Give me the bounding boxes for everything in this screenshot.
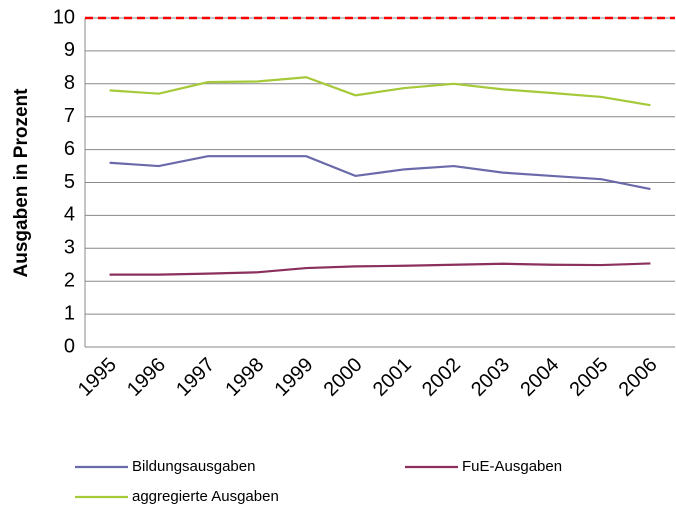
legend-label: Bildungsausgaben [132, 458, 255, 475]
x-tick-label: 1995 [74, 354, 121, 401]
y-tick-label: 1 [64, 302, 75, 324]
series-line [109, 155, 651, 191]
legend-label: aggregierte Ausgaben [132, 488, 279, 505]
x-tick-label: 2005 [565, 354, 612, 401]
x-tick-label: 2001 [369, 354, 416, 401]
x-tick-label: 1998 [221, 354, 268, 401]
y-tick-label: 10 [53, 6, 75, 28]
y-tick-label: 7 [64, 105, 75, 127]
x-tick-label: 1997 [172, 354, 219, 401]
series-line [109, 76, 651, 107]
y-tick-label: 5 [64, 171, 75, 193]
x-tick-label: 1999 [270, 354, 317, 401]
x-tick-label: 2003 [467, 354, 514, 401]
y-tick-label: 0 [64, 335, 75, 357]
y-tick-label: 4 [64, 204, 75, 226]
x-tick-label: 2000 [320, 354, 367, 401]
legend-label: FuE-Ausgaben [462, 458, 562, 475]
x-tick-label: 2004 [516, 354, 563, 401]
x-tick-label: 2006 [615, 354, 662, 401]
y-tick-label: 3 [64, 237, 75, 259]
series-line [109, 262, 651, 276]
y-tick-label: 2 [64, 269, 75, 291]
x-tick-label: 1996 [123, 354, 170, 401]
y-tick-label: 9 [64, 39, 75, 61]
y-tick-label: 8 [64, 72, 75, 94]
y-axis-title: Ausgaben in Prozent [11, 88, 32, 278]
x-tick-label: 2002 [418, 354, 465, 401]
y-tick-label: 6 [64, 138, 75, 160]
